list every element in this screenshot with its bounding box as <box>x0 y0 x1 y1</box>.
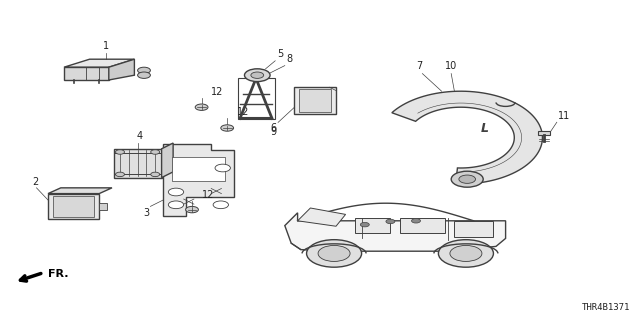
Text: 11: 11 <box>558 111 570 121</box>
Circle shape <box>115 150 125 154</box>
Text: 9: 9 <box>270 127 276 137</box>
Circle shape <box>459 175 476 183</box>
Bar <box>400 218 445 233</box>
Circle shape <box>168 188 184 196</box>
Text: 3: 3 <box>143 208 149 218</box>
Circle shape <box>186 206 198 213</box>
Bar <box>298 89 332 112</box>
Circle shape <box>168 201 184 209</box>
Circle shape <box>213 201 228 209</box>
Bar <box>355 218 390 233</box>
Circle shape <box>151 150 159 154</box>
Bar <box>53 196 94 217</box>
Bar <box>238 78 275 119</box>
Text: 12: 12 <box>237 107 249 117</box>
Circle shape <box>307 240 362 267</box>
Text: 12: 12 <box>211 87 223 97</box>
Text: L: L <box>481 122 489 134</box>
Circle shape <box>451 171 483 187</box>
Text: 6: 6 <box>270 123 276 133</box>
Polygon shape <box>285 213 506 251</box>
Polygon shape <box>161 143 173 178</box>
Text: 8: 8 <box>287 54 293 64</box>
Polygon shape <box>172 157 225 181</box>
Circle shape <box>318 245 350 261</box>
Bar <box>454 221 493 237</box>
Bar <box>538 131 550 135</box>
Text: 7: 7 <box>416 61 422 71</box>
Circle shape <box>215 164 230 172</box>
Polygon shape <box>163 144 234 216</box>
Circle shape <box>138 67 150 74</box>
Circle shape <box>386 219 395 224</box>
Polygon shape <box>64 59 134 67</box>
Circle shape <box>251 72 264 78</box>
Polygon shape <box>298 208 346 226</box>
Bar <box>294 87 336 114</box>
Text: FR.: FR. <box>48 269 68 279</box>
Polygon shape <box>109 59 134 80</box>
Circle shape <box>221 125 234 131</box>
Bar <box>114 149 161 178</box>
Bar <box>99 203 107 210</box>
Text: 4: 4 <box>136 131 143 141</box>
Text: 10: 10 <box>445 61 458 71</box>
Circle shape <box>195 104 208 110</box>
Text: THR4B1371: THR4B1371 <box>582 303 630 312</box>
Circle shape <box>438 240 493 267</box>
Circle shape <box>151 172 159 177</box>
Text: 2: 2 <box>32 177 38 187</box>
Text: 1: 1 <box>102 41 109 51</box>
Polygon shape <box>64 67 109 80</box>
Text: 5: 5 <box>277 49 284 59</box>
Polygon shape <box>392 91 543 184</box>
Polygon shape <box>48 188 112 194</box>
Circle shape <box>115 172 125 177</box>
Text: 12: 12 <box>202 190 214 200</box>
Circle shape <box>138 72 150 78</box>
Circle shape <box>450 245 482 261</box>
Circle shape <box>360 222 369 227</box>
Circle shape <box>412 219 420 223</box>
Bar <box>48 194 99 219</box>
Circle shape <box>244 69 270 82</box>
